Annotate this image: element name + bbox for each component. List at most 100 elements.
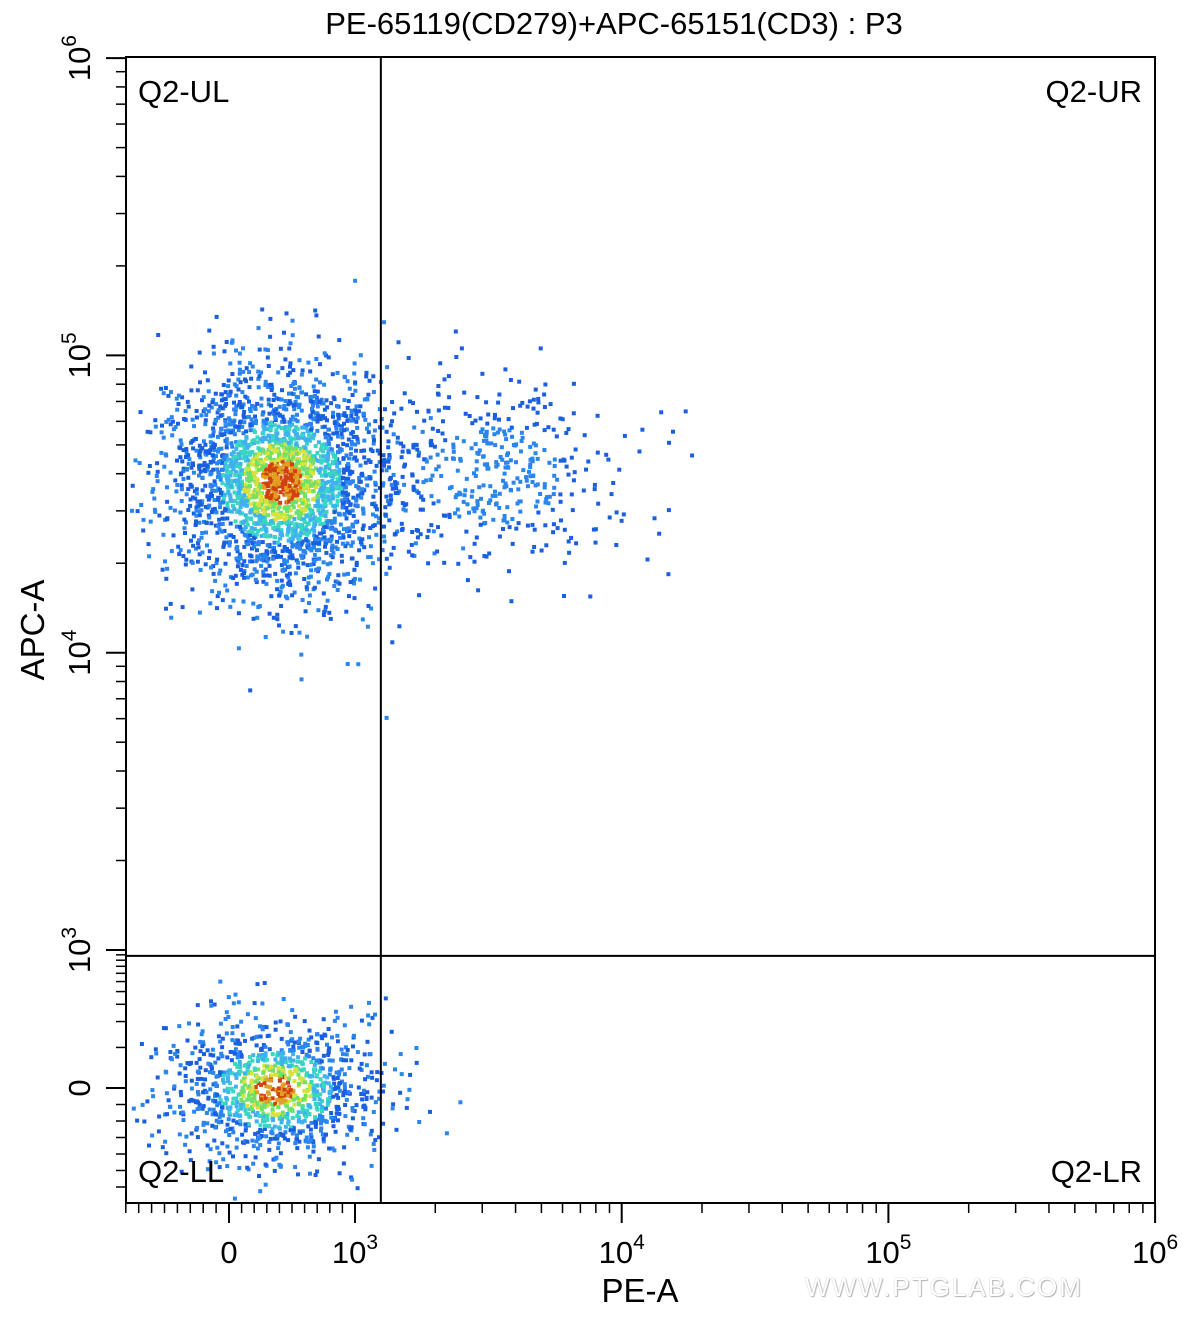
event-dot xyxy=(279,443,284,448)
event-dot xyxy=(596,501,601,506)
event-dot xyxy=(486,501,491,505)
event-dot xyxy=(213,578,218,583)
event-dot xyxy=(426,408,431,413)
event-dot xyxy=(188,482,193,487)
event-dot xyxy=(566,472,571,477)
event-dot xyxy=(267,1147,272,1152)
event-dot xyxy=(287,514,292,519)
event-dot xyxy=(280,1133,285,1137)
event-dot xyxy=(246,1112,251,1117)
event-dot xyxy=(302,502,307,506)
event-dot xyxy=(257,447,262,452)
event-dot xyxy=(300,1105,305,1110)
event-dot xyxy=(295,426,300,431)
event-dot xyxy=(261,1070,266,1075)
event-dot xyxy=(314,1093,319,1098)
event-dot xyxy=(350,1177,354,1182)
event-dot xyxy=(617,467,622,472)
event-dot xyxy=(366,1013,371,1018)
event-dot xyxy=(292,493,296,497)
event-dot xyxy=(302,517,307,522)
event-dot xyxy=(367,1022,372,1027)
event-dot xyxy=(271,1117,276,1122)
event-dot xyxy=(442,405,447,410)
event-dot xyxy=(552,457,557,462)
event-dot xyxy=(272,1168,277,1173)
event-dot xyxy=(218,568,223,573)
event-dot xyxy=(245,467,250,472)
event-dot xyxy=(332,510,337,515)
event-dot xyxy=(274,407,279,412)
event-dot xyxy=(244,564,249,568)
event-dot xyxy=(286,538,291,543)
event-dot xyxy=(204,520,209,525)
event-dot xyxy=(235,1137,240,1142)
event-dot xyxy=(530,522,535,527)
event-dot xyxy=(186,475,191,480)
event-dot xyxy=(221,1080,226,1085)
event-dot xyxy=(276,424,281,429)
event-dot xyxy=(328,1067,333,1072)
event-dot xyxy=(367,422,371,427)
event-dot xyxy=(442,560,447,565)
event-dot xyxy=(197,610,202,615)
event-dot xyxy=(298,435,303,440)
event-dot xyxy=(205,467,210,472)
event-dot xyxy=(256,1067,261,1072)
event-dot xyxy=(191,470,196,475)
event-dot xyxy=(159,386,164,391)
event-dot xyxy=(230,1031,235,1036)
event-dot xyxy=(278,490,283,495)
event-dot xyxy=(295,419,300,424)
event-dot xyxy=(349,1084,353,1089)
event-dot xyxy=(197,502,202,507)
event-dot xyxy=(163,1139,168,1144)
event-dot xyxy=(300,462,304,467)
event-dot xyxy=(163,452,168,457)
event-dot xyxy=(304,1052,309,1057)
event-dot xyxy=(384,571,389,576)
event-dot xyxy=(268,446,273,451)
event-dot xyxy=(622,433,627,438)
event-dot xyxy=(324,1132,328,1137)
event-dot xyxy=(428,1109,432,1114)
event-dot xyxy=(562,458,567,463)
event-dot xyxy=(178,510,183,515)
event-dot xyxy=(319,460,324,465)
event-dot xyxy=(238,567,243,572)
event-dot xyxy=(338,1080,342,1085)
event-dot xyxy=(213,418,218,423)
event-dot xyxy=(428,416,433,421)
event-dot xyxy=(279,470,284,475)
event-dot xyxy=(251,501,256,506)
event-dot xyxy=(283,468,288,473)
event-dot xyxy=(222,492,227,497)
event-dot xyxy=(219,406,224,411)
event-dot xyxy=(391,472,396,477)
event-dot xyxy=(290,422,295,427)
event-dot xyxy=(301,435,306,440)
event-dot xyxy=(586,459,591,464)
event-dot xyxy=(288,361,293,366)
event-dot xyxy=(243,1108,248,1113)
event-dot xyxy=(201,395,206,400)
event-dot xyxy=(344,1052,349,1057)
event-dot xyxy=(280,1068,285,1073)
event-dot xyxy=(235,493,240,498)
event-dot xyxy=(222,454,227,459)
event-dot xyxy=(263,1123,267,1128)
event-dot xyxy=(237,403,242,408)
event-dot xyxy=(222,432,227,437)
event-dot xyxy=(514,442,519,447)
event-dot xyxy=(255,487,260,492)
event-dot xyxy=(551,427,556,432)
event-dot xyxy=(200,488,205,493)
event-dot xyxy=(214,314,219,319)
event-dot xyxy=(311,1056,316,1061)
event-dot xyxy=(203,504,208,509)
event-dot xyxy=(228,361,233,366)
event-dot xyxy=(278,1073,283,1078)
event-dot xyxy=(346,437,351,442)
event-dot xyxy=(282,1093,287,1098)
event-dot xyxy=(259,370,263,375)
